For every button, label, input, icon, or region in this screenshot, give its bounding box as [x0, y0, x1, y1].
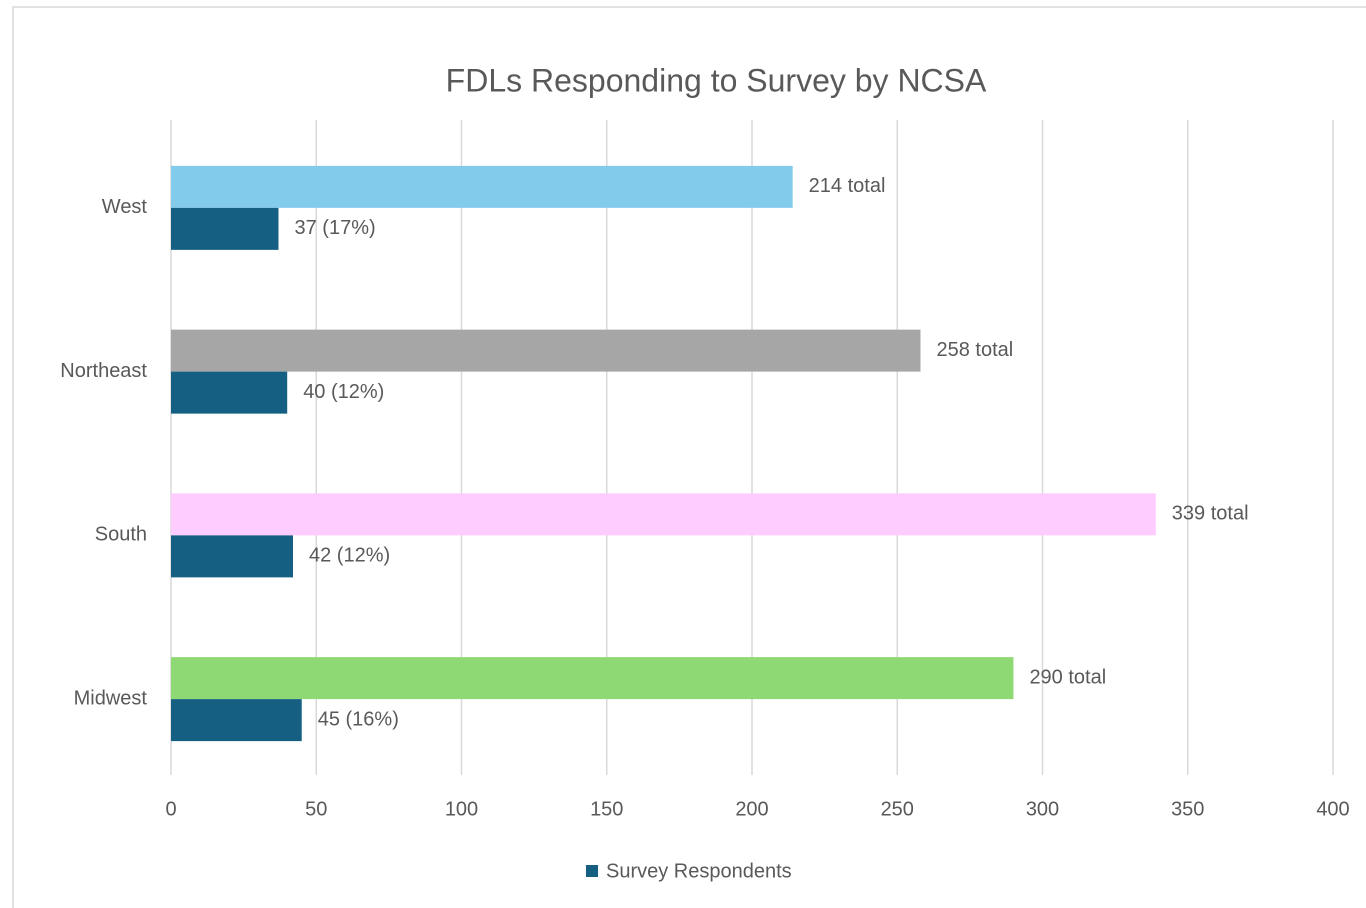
bar	[171, 165, 793, 208]
bar	[171, 207, 279, 250]
bar	[171, 329, 921, 372]
x-tick-label: 50	[305, 798, 327, 820]
data-label: 40 (12%)	[303, 381, 384, 403]
legend-swatch	[586, 865, 598, 877]
data-label: 42 (12%)	[309, 545, 390, 567]
y-tick-label: West	[102, 196, 148, 218]
data-label: 45 (16%)	[318, 708, 399, 730]
bar	[171, 699, 302, 742]
bar	[171, 493, 1156, 536]
bar	[171, 371, 288, 414]
bar	[171, 657, 1014, 700]
y-tick-label: Midwest	[74, 687, 148, 709]
x-tick-label: 350	[1171, 798, 1204, 820]
bar	[171, 535, 294, 578]
x-tick-label: 0	[165, 798, 176, 820]
data-label: 258 total	[936, 339, 1013, 361]
x-tick-label: 200	[735, 798, 768, 820]
data-label: 290 total	[1029, 666, 1106, 688]
y-tick-label: Northeast	[60, 360, 147, 382]
data-label: 339 total	[1172, 503, 1249, 525]
x-tick-label: 250	[881, 798, 914, 820]
y-tick-label: South	[95, 524, 147, 546]
x-tick-label: 100	[445, 798, 478, 820]
x-tick-label: 400	[1316, 798, 1349, 820]
chart-frame	[12, 6, 1366, 908]
data-label: 37 (17%)	[294, 217, 375, 239]
x-tick-label: 150	[590, 798, 623, 820]
x-tick-label: 300	[1026, 798, 1059, 820]
chart-title: FDLs Responding to Survey by NCSA	[446, 62, 987, 98]
legend-label: Survey Respondents	[606, 860, 792, 882]
data-label: 214 total	[809, 175, 886, 197]
